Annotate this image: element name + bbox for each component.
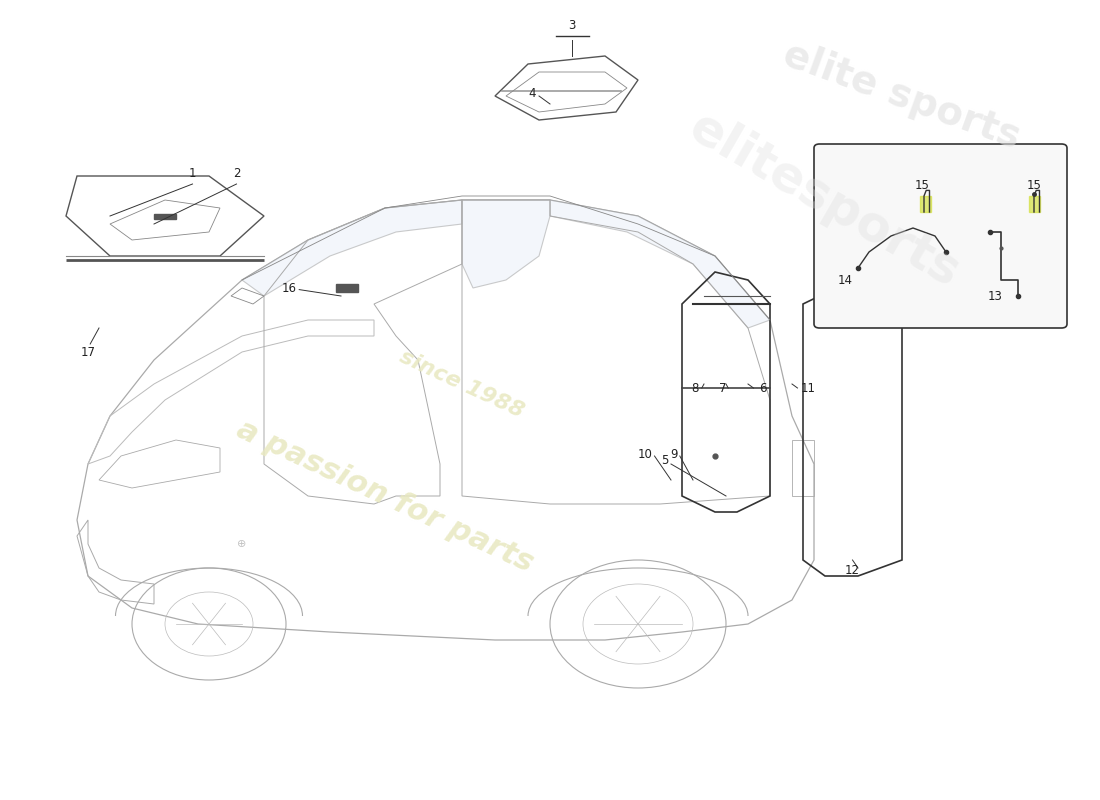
Text: 3: 3 — [569, 19, 575, 32]
Text: 16: 16 — [282, 282, 297, 294]
Text: 11: 11 — [801, 382, 816, 394]
Polygon shape — [550, 200, 770, 328]
Text: a passion for parts: a passion for parts — [232, 414, 538, 578]
Text: 14: 14 — [837, 274, 852, 286]
Polygon shape — [920, 196, 931, 212]
Text: 13: 13 — [988, 290, 1003, 302]
Text: 15: 15 — [914, 179, 929, 192]
Text: 1: 1 — [189, 167, 196, 180]
Text: 15: 15 — [1026, 179, 1042, 192]
Text: 10: 10 — [637, 448, 652, 461]
Text: 17: 17 — [80, 346, 96, 358]
Text: elite sports: elite sports — [778, 35, 1026, 157]
Polygon shape — [1028, 196, 1040, 212]
FancyBboxPatch shape — [814, 144, 1067, 328]
Text: 12: 12 — [845, 564, 860, 577]
Text: since 1988: since 1988 — [397, 346, 527, 422]
Text: 9: 9 — [670, 448, 678, 461]
Polygon shape — [462, 200, 550, 288]
Text: 4: 4 — [528, 87, 536, 100]
Text: 6: 6 — [759, 382, 767, 394]
Text: 2: 2 — [233, 167, 240, 180]
Polygon shape — [336, 284, 358, 292]
Text: 5: 5 — [661, 454, 669, 466]
Text: 7: 7 — [718, 382, 726, 394]
Text: elitesports: elitesports — [681, 103, 969, 297]
Text: 8: 8 — [691, 382, 698, 394]
Polygon shape — [154, 214, 176, 219]
Polygon shape — [242, 200, 462, 296]
Text: ⊕: ⊕ — [238, 539, 246, 549]
